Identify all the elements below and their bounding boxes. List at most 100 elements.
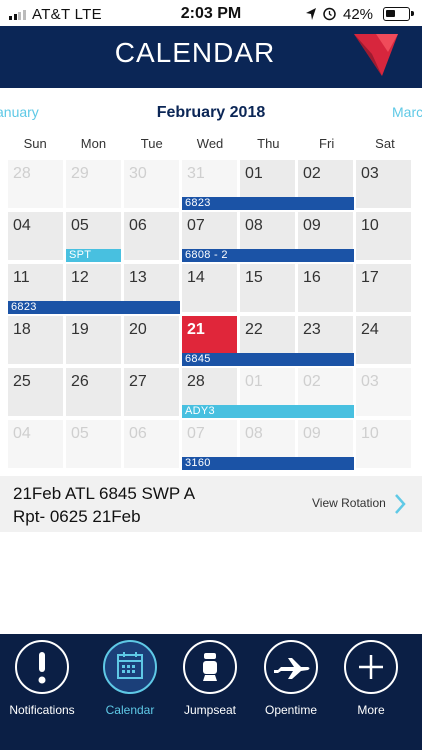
day-cell[interactable]: 20 (124, 316, 179, 364)
weekday-label: Thu (257, 136, 280, 151)
weekday-label: Mon (80, 136, 107, 151)
day-cell[interactable]: 17 (356, 264, 411, 312)
day-cell[interactable]: 28 (8, 160, 63, 208)
day-cell[interactable]: 03 (356, 368, 411, 416)
day-number: 04 (13, 217, 31, 234)
trip-bar[interactable]: 6823 (8, 301, 180, 314)
day-cell[interactable]: 25 (8, 368, 63, 416)
jumpseat-icon (203, 653, 217, 681)
tab-opentime[interactable]: Opentime (249, 634, 333, 750)
day-number: 05 (71, 425, 89, 442)
day-number: 31 (187, 165, 205, 182)
day-cell[interactable]: 19 (66, 316, 121, 364)
day-number: 28 (13, 165, 31, 182)
view-rotation-link[interactable]: View Rotation (312, 496, 386, 510)
trip-bar[interactable]: 6823 (182, 197, 354, 210)
day-cell[interactable]: 06 (124, 212, 179, 260)
day-cell[interactable]: 30 (124, 160, 179, 208)
bottom-tab-bar: Notifications Calendar Jumpseat Opentime (0, 634, 422, 750)
tab-calendar[interactable]: Calendar (88, 634, 172, 750)
day-number: 10 (361, 425, 379, 442)
day-cell[interactable]: 24 (356, 316, 411, 364)
day-cell[interactable]: 18 (8, 316, 63, 364)
alarm-icon (323, 7, 336, 21)
weekday-label: Wed (196, 136, 224, 151)
previous-month-button[interactable]: anuary (0, 104, 39, 120)
day-number: 29 (71, 165, 89, 182)
chevron-right-icon[interactable] (393, 492, 407, 516)
month-navigation: anuary February 2018 Marc (0, 100, 422, 126)
tab-jumpseat[interactable]: Jumpseat (168, 634, 252, 750)
trip-detail-panel[interactable]: 21Feb ATL 6845 SWP A Rpt- 0625 21Feb Vie… (0, 476, 422, 532)
weekday-label: Sun (23, 136, 47, 151)
weekday-header: Sun Mon Tue Wed Thu Fri Sat (6, 136, 416, 151)
day-number: 22 (245, 321, 263, 338)
tab-label: Notifications (9, 703, 75, 717)
day-number: 08 (245, 217, 263, 234)
day-cell[interactable]: 10 (356, 212, 411, 260)
day-number: 01 (245, 165, 263, 182)
day-cell[interactable]: 29 (66, 160, 121, 208)
day-cell[interactable]: 03 (356, 160, 411, 208)
day-number: 18 (13, 321, 31, 338)
next-month-button[interactable]: Marc (392, 104, 422, 120)
day-number: 03 (361, 165, 379, 182)
weekday-label: Tue (140, 136, 163, 151)
trip-bar[interactable]: 6808 - 2 (182, 249, 354, 262)
day-number: 20 (129, 321, 147, 338)
current-month-label: February 2018 (156, 104, 266, 121)
tab-label: Opentime (264, 703, 318, 717)
trip-bar[interactable]: SPT (66, 249, 121, 262)
day-cell[interactable]: 06 (124, 420, 179, 468)
day-number: 06 (129, 217, 147, 234)
app-header: CALENDAR (0, 26, 422, 88)
tab-label: More (357, 703, 385, 717)
day-number: 19 (71, 321, 89, 338)
day-number: 26 (71, 373, 89, 390)
exclamation-icon (38, 652, 46, 684)
battery-percent: 42% (343, 6, 374, 23)
day-cell[interactable]: 27 (124, 368, 179, 416)
day-number: 14 (187, 269, 205, 286)
day-number: 09 (303, 425, 321, 442)
day-number: 10 (361, 217, 379, 234)
weekday-label: Sat (375, 136, 395, 151)
day-cell[interactable]: 05 (66, 420, 121, 468)
day-number: 07 (187, 425, 205, 442)
day-number: 01 (245, 373, 263, 390)
tab-label: Jumpseat (183, 703, 237, 717)
tab-label: Calendar (105, 703, 155, 717)
day-number: 06 (129, 425, 147, 442)
tab-more[interactable]: More (329, 634, 413, 750)
day-cell[interactable]: 04 (8, 212, 63, 260)
trip-bar[interactable]: 3160 (182, 457, 354, 470)
location-icon (306, 8, 316, 20)
day-number: 17 (361, 269, 379, 286)
day-cell[interactable]: 04 (8, 420, 63, 468)
day-number: 24 (361, 321, 379, 338)
trip-report-line: Rpt- 0625 21Feb (13, 507, 141, 526)
trip-bar[interactable]: 6845 (182, 353, 354, 366)
day-cell[interactable]: 26 (66, 368, 121, 416)
day-number: 13 (129, 269, 147, 286)
day-number: 12 (71, 269, 89, 286)
tab-notifications[interactable]: Notifications (0, 634, 84, 750)
day-cell[interactable]: 16 (298, 264, 353, 312)
day-cell[interactable]: 15 (240, 264, 295, 312)
calendar-icon (117, 652, 143, 679)
carrier-label: AT&T LTE (32, 6, 102, 23)
battery-icon (383, 7, 414, 21)
day-number: 23 (303, 321, 321, 338)
day-number: 28 (187, 373, 205, 390)
day-number: 25 (13, 373, 31, 390)
day-cell[interactable]: 14 (182, 264, 237, 312)
day-number: 04 (13, 425, 31, 442)
day-cell[interactable]: 10 (356, 420, 411, 468)
signal-icon (9, 10, 26, 20)
trip-bar[interactable]: ADY3 (182, 405, 354, 418)
day-number: 02 (303, 165, 321, 182)
airplane-icon (274, 658, 310, 679)
day-number: 21 (187, 321, 205, 338)
status-bar: AT&T LTE 2:03 PM 42% (0, 0, 422, 28)
day-number: 15 (245, 269, 263, 286)
